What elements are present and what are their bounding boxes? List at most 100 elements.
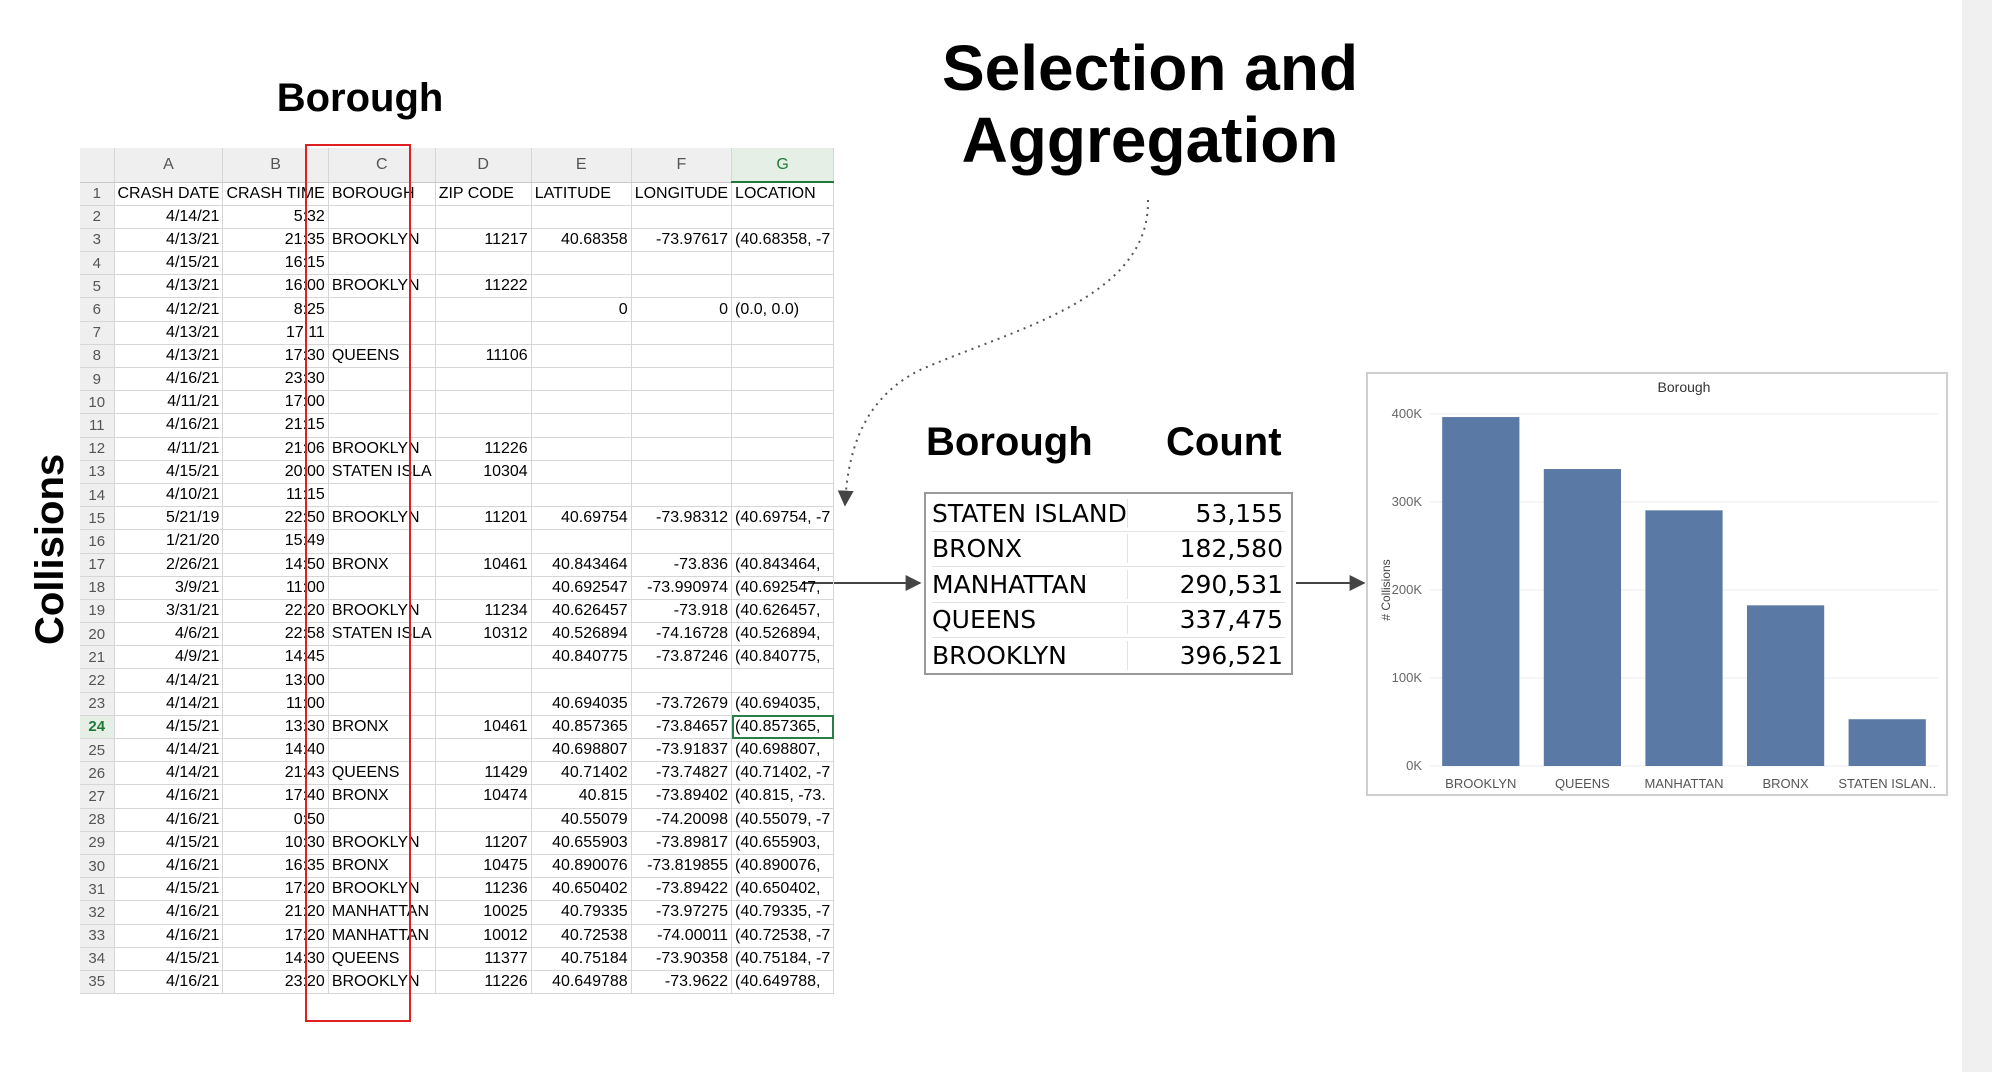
sheet-cell[interactable]: 4/12/21 xyxy=(114,297,224,322)
sheet-cell[interactable] xyxy=(328,321,436,345)
sheet-cell[interactable]: QUEENS xyxy=(328,947,436,971)
sheet-cell[interactable]: -73.84657 xyxy=(631,715,733,740)
sheet-cell[interactable]: 11106 xyxy=(435,344,532,369)
column-header-f[interactable]: F xyxy=(631,148,733,183)
sheet-cell[interactable]: ZIP CODE xyxy=(435,182,532,206)
sheet-cell[interactable]: 40.857365 xyxy=(531,715,632,740)
sheet-cell[interactable] xyxy=(731,483,835,508)
row-number[interactable]: 23 xyxy=(80,692,115,716)
sheet-cell[interactable]: (40.815, -73. xyxy=(731,784,835,809)
sheet-cell[interactable]: BROOKLYN xyxy=(328,274,436,299)
sheet-cell[interactable] xyxy=(731,367,835,392)
sheet-cell[interactable]: 4/11/21 xyxy=(114,437,224,461)
sheet-cell[interactable] xyxy=(631,274,733,299)
sheet-cell[interactable]: 10312 xyxy=(435,622,532,647)
sheet-cell[interactable]: 22:50 xyxy=(222,506,329,531)
row-number[interactable]: 21 xyxy=(80,645,115,670)
sheet-cell[interactable]: 40.655903 xyxy=(531,831,632,855)
row-number[interactable]: 16 xyxy=(80,529,115,554)
sheet-cell[interactable]: (40.69754, -7 xyxy=(731,506,835,531)
sheet-cell[interactable]: (40.649788, xyxy=(731,970,835,995)
sheet-cell[interactable]: 3/9/21 xyxy=(114,576,224,600)
sheet-cell[interactable]: 10025 xyxy=(435,900,532,925)
sheet-cell[interactable]: BROOKLYN xyxy=(328,599,436,624)
sheet-cell[interactable] xyxy=(328,692,436,716)
sheet-cell[interactable] xyxy=(631,483,733,508)
sheet-cell[interactable]: -73.74827 xyxy=(631,761,733,786)
sheet-cell[interactable]: 22:58 xyxy=(222,622,329,647)
sheet-cell[interactable] xyxy=(435,529,532,554)
sheet-cell[interactable]: 11377 xyxy=(435,947,532,971)
sheet-cell[interactable] xyxy=(328,413,436,438)
sheet-cell[interactable]: (40.650402, xyxy=(731,877,835,902)
row-number[interactable]: 8 xyxy=(80,344,115,369)
sheet-cell[interactable] xyxy=(531,483,632,508)
sheet-cell[interactable]: 40.75184 xyxy=(531,947,632,971)
sheet-cell[interactable] xyxy=(435,321,532,345)
sheet-cell[interactable]: 4/10/21 xyxy=(114,483,224,508)
sheet-cell[interactable]: (40.890076, xyxy=(731,854,835,879)
sheet-cell[interactable]: (40.72538, -7 xyxy=(731,924,835,948)
sheet-cell[interactable]: -73.98312 xyxy=(631,506,733,531)
sheet-cell[interactable] xyxy=(435,297,532,322)
sheet-cell[interactable]: (0.0, 0.0) xyxy=(731,297,835,322)
row-number[interactable]: 6 xyxy=(80,297,115,322)
sheet-cell[interactable]: 40.55079 xyxy=(531,808,632,832)
sheet-cell[interactable]: 17:00 xyxy=(222,390,329,415)
sheet-cell[interactable]: 40.815 xyxy=(531,784,632,809)
sheet-cell[interactable]: 11:15 xyxy=(222,483,329,508)
row-number[interactable]: 7 xyxy=(80,321,115,345)
sheet-cell[interactable]: 4/16/21 xyxy=(114,970,224,995)
sheet-cell[interactable]: (40.626457, xyxy=(731,599,835,624)
row-number[interactable]: 11 xyxy=(80,413,115,438)
sheet-cell[interactable] xyxy=(631,367,733,392)
sheet-cell[interactable]: 4/14/21 xyxy=(114,692,224,716)
sheet-cell[interactable]: 13:30 xyxy=(222,715,329,740)
sheet-cell[interactable] xyxy=(328,529,436,554)
sheet-cell[interactable] xyxy=(531,367,632,392)
sheet-cell[interactable] xyxy=(435,668,532,693)
sheet-cell[interactable]: 4/16/21 xyxy=(114,413,224,438)
sheet-cell[interactable]: (40.655903, xyxy=(731,831,835,855)
row-number[interactable]: 20 xyxy=(80,622,115,647)
sheet-cell[interactable]: 20:00 xyxy=(222,460,329,484)
sheet-cell[interactable]: BRONX xyxy=(328,553,436,577)
sheet-cell[interactable]: 16:00 xyxy=(222,274,329,299)
sheet-cell[interactable]: 40.69754 xyxy=(531,506,632,531)
sheet-cell[interactable] xyxy=(631,668,733,693)
sheet-cell[interactable] xyxy=(731,274,835,299)
sheet-cell[interactable] xyxy=(328,205,436,229)
sheet-cell[interactable]: 11234 xyxy=(435,599,532,624)
row-number[interactable]: 12 xyxy=(80,437,115,461)
sheet-cell[interactable]: MANHATTAN xyxy=(328,924,436,948)
sheet-cell[interactable]: BROOKLYN xyxy=(328,506,436,531)
sheet-cell[interactable]: 4/16/21 xyxy=(114,854,224,879)
sheet-cell[interactable] xyxy=(435,645,532,670)
sheet-cell[interactable]: 4/13/21 xyxy=(114,344,224,369)
sheet-cell[interactable]: 40.650402 xyxy=(531,877,632,902)
sheet-cell[interactable]: 11217 xyxy=(435,228,532,253)
sheet-cell[interactable]: 4/16/21 xyxy=(114,808,224,832)
sheet-cell[interactable]: 40.698807 xyxy=(531,738,632,763)
sheet-cell[interactable]: (40.75184, -7 xyxy=(731,947,835,971)
sheet-cell[interactable]: 23:20 xyxy=(222,970,329,995)
sheet-cell[interactable] xyxy=(328,390,436,415)
column-header-a[interactable]: A xyxy=(114,148,224,183)
sheet-cell[interactable]: -73.89422 xyxy=(631,877,733,902)
sheet-cell[interactable]: 11222 xyxy=(435,274,532,299)
sheet-cell[interactable]: 16:15 xyxy=(222,251,329,276)
sheet-cell[interactable]: 4/11/21 xyxy=(114,390,224,415)
sheet-cell[interactable]: STATEN ISLA xyxy=(328,460,436,484)
sheet-cell[interactable] xyxy=(631,251,733,276)
sheet-cell[interactable]: 17:11 xyxy=(222,321,329,345)
sheet-cell[interactable]: -73.90358 xyxy=(631,947,733,971)
sheet-cell[interactable] xyxy=(731,344,835,369)
sheet-cell[interactable] xyxy=(531,460,632,484)
sheet-cell[interactable]: -74.16728 xyxy=(631,622,733,647)
column-header-g[interactable]: G xyxy=(731,148,835,183)
sheet-cell[interactable]: LONGITUDE xyxy=(631,182,733,206)
sheet-cell[interactable]: 0:50 xyxy=(222,808,329,832)
sheet-cell[interactable]: LATITUDE xyxy=(531,182,632,206)
sheet-cell[interactable]: (40.79335, -7 xyxy=(731,900,835,925)
sheet-cell[interactable]: 21:43 xyxy=(222,761,329,786)
